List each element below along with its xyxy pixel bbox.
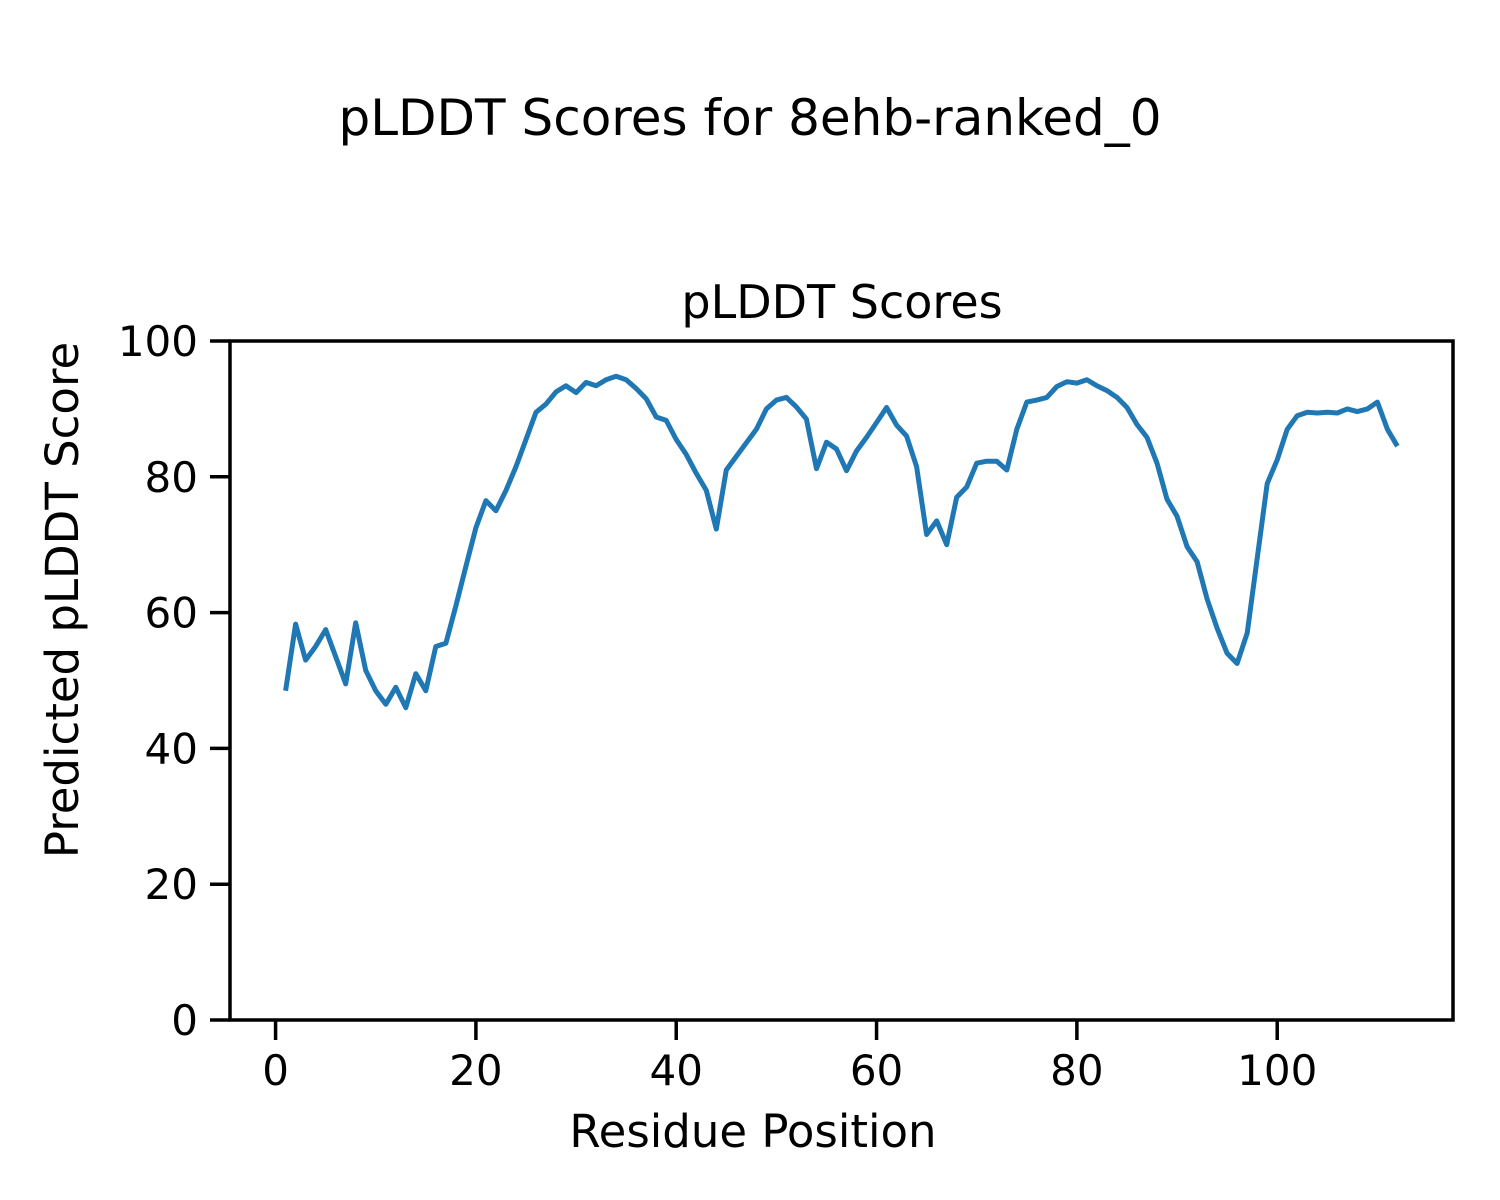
figure-title: pLDDT Scores for 8ehb-ranked_0 (338, 89, 1161, 147)
x-tick-label: 60 (850, 1046, 903, 1095)
axes-title: pLDDT Scores (681, 275, 1002, 329)
y-tick-label: 80 (145, 453, 198, 502)
y-axis-ticks: 0 20 40 60 80 100 (118, 317, 230, 1045)
x-axis-label: Residue Position (569, 1105, 936, 1158)
plddt-line (283, 373, 1400, 711)
y-tick-label: 0 (171, 996, 198, 1045)
x-tick-label: 20 (449, 1046, 502, 1095)
x-tick-label: 100 (1237, 1046, 1317, 1095)
plot-box (228, 339, 1455, 1022)
y-tick-label: 100 (118, 317, 198, 366)
y-tick-label: 20 (145, 860, 198, 909)
y-tick-label: 40 (145, 724, 198, 773)
x-tick-label: 80 (1050, 1046, 1103, 1095)
x-tick-label: 40 (650, 1046, 703, 1095)
y-axis-label: Predicted pLDDT Score (36, 342, 89, 858)
x-axis-ticks: 0 20 40 60 80 100 (262, 1020, 1317, 1095)
x-tick-label: 0 (262, 1046, 289, 1095)
y-tick-label: 60 (145, 589, 198, 638)
